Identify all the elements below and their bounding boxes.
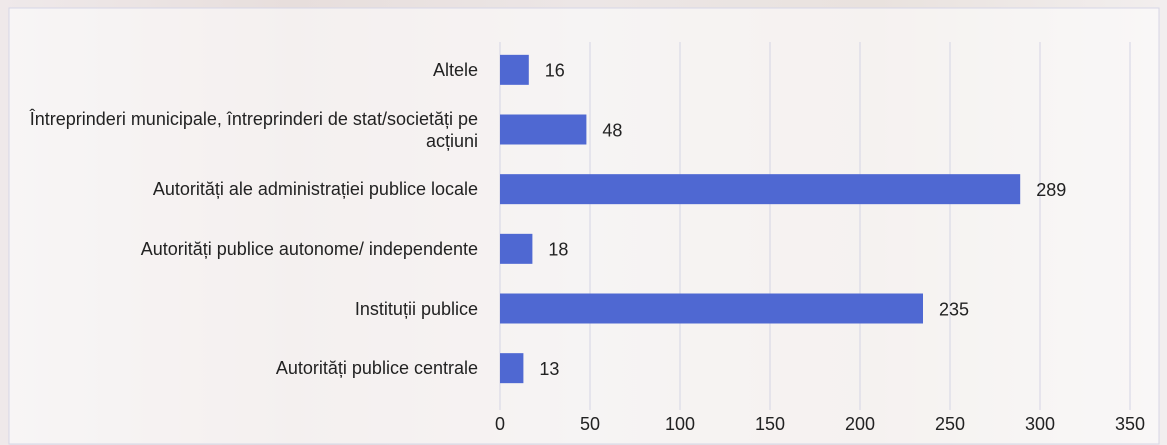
- data-label: 235: [939, 299, 969, 319]
- x-tick-label: 250: [935, 414, 965, 434]
- data-label: 289: [1036, 180, 1066, 200]
- y-tick-label: Instituții publice: [18, 298, 478, 320]
- y-tick-label: Autorități publice autonome/ independent…: [18, 238, 478, 260]
- y-tick-label: Întreprinderi municipale, întreprinderi …: [18, 108, 478, 152]
- bar: [500, 55, 529, 85]
- x-tick-label: 0: [495, 414, 505, 434]
- x-tick-label: 350: [1115, 414, 1145, 434]
- data-label: 18: [548, 240, 568, 260]
- bar: [500, 234, 532, 264]
- y-tick-label: Autorități ale administrației publice lo…: [18, 178, 478, 200]
- y-tick-label: Altele: [18, 59, 478, 81]
- data-label: 48: [602, 120, 622, 140]
- data-label: 16: [545, 61, 565, 81]
- x-tick-label: 200: [845, 414, 875, 434]
- bar: [500, 353, 523, 383]
- chart: 0 50 100 150 200 250 300 350 16 48 289 18 235 13 Alte…: [0, 0, 1167, 445]
- bar: [500, 115, 586, 145]
- bar: [500, 174, 1020, 204]
- x-tick-label: 150: [755, 414, 785, 434]
- x-tick-label: 100: [665, 414, 695, 434]
- data-label: 13: [539, 359, 559, 379]
- x-tick-label: 300: [1025, 414, 1055, 434]
- bar: [500, 294, 923, 324]
- y-tick-label: Autorități publice centrale: [18, 357, 478, 379]
- x-tick-label: 50: [580, 414, 600, 434]
